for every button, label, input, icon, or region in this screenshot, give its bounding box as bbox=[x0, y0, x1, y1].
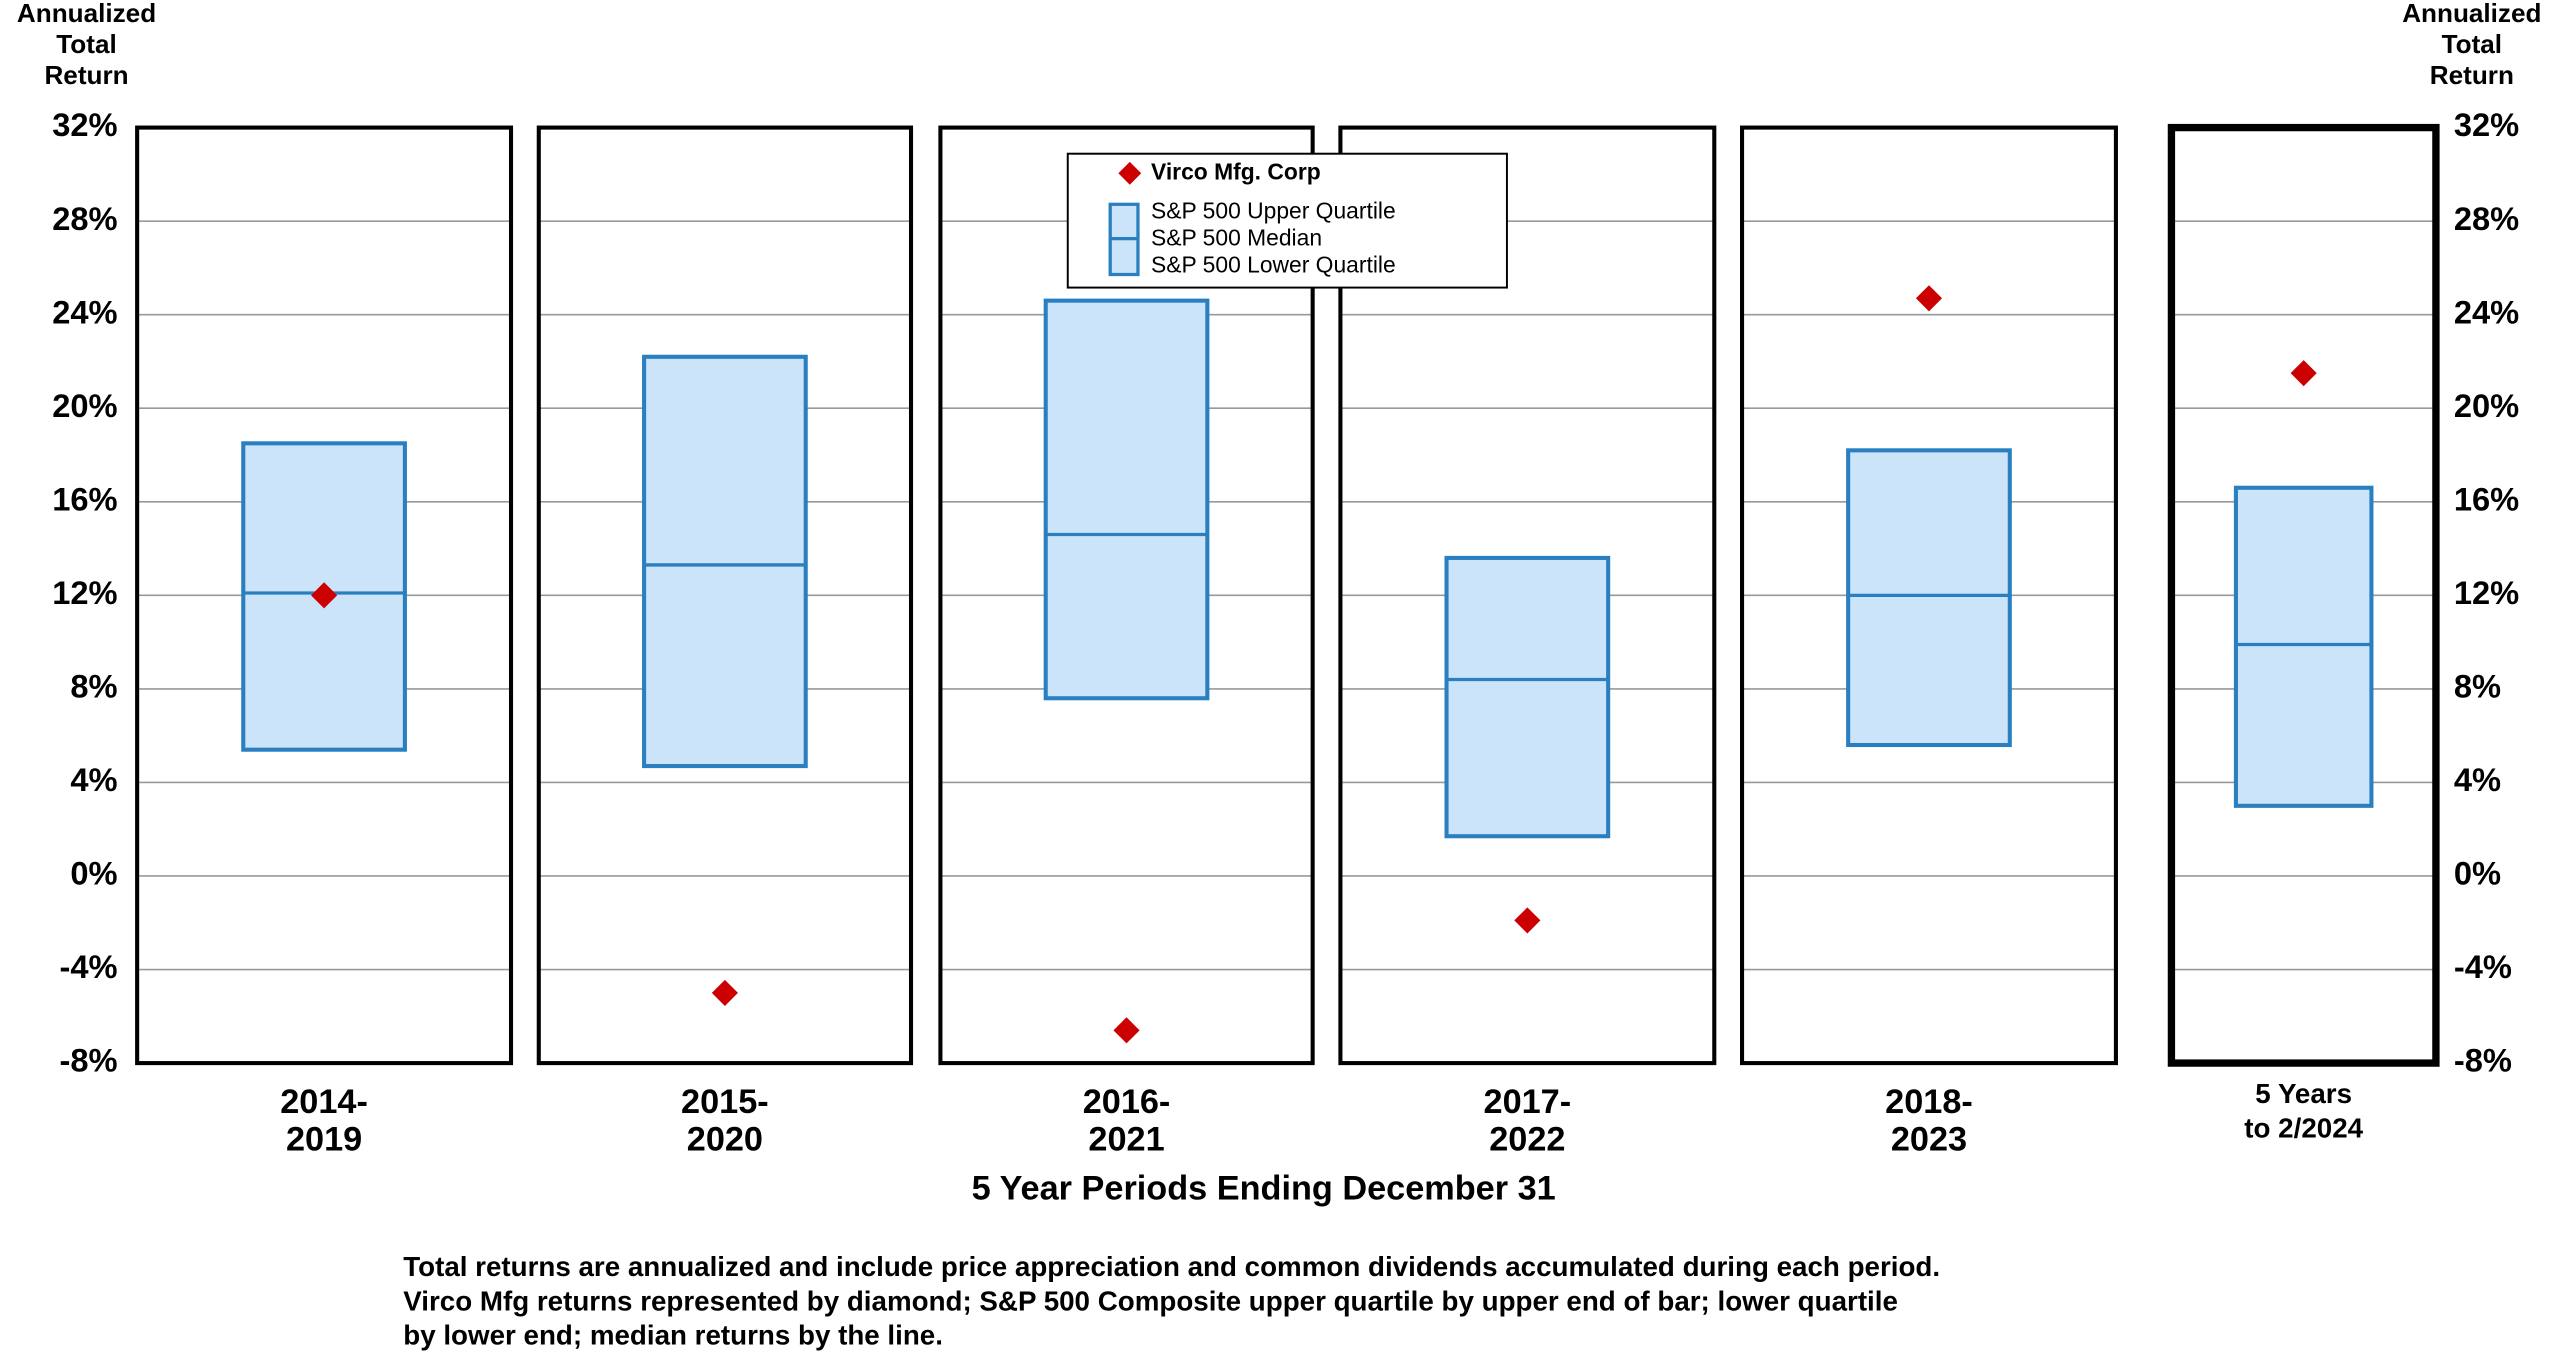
y2-tick-label: 8% bbox=[2454, 668, 2501, 705]
quartile-box bbox=[1444, 555, 1611, 839]
legend-label: S&P 500 Median bbox=[1151, 224, 1322, 250]
y2-axis-title: Total bbox=[2442, 29, 2502, 59]
diamond bbox=[1113, 1017, 1140, 1044]
x-tick-label: 2019 bbox=[286, 1121, 362, 1159]
y2-tick-label: 12% bbox=[2454, 574, 2519, 611]
diamond bbox=[1514, 907, 1541, 934]
quartile-box bbox=[642, 354, 808, 769]
x-tick-label: 2016- bbox=[1083, 1083, 1171, 1121]
diamond bbox=[711, 979, 738, 1006]
legend-label: S&P 500 Lower Quartile bbox=[1151, 251, 1396, 277]
legend-label: Virco Mfg. Corp bbox=[1151, 158, 1321, 184]
x-tick-label: 5 Years bbox=[2255, 1078, 2352, 1109]
x-tick-label: 2023 bbox=[1891, 1121, 1967, 1159]
panel-frame bbox=[536, 125, 914, 1066]
diamond bbox=[1915, 285, 1943, 312]
panel-frame bbox=[2167, 123, 2440, 1067]
legend-label: S&P 500 Upper Quartile bbox=[1151, 198, 1396, 224]
footnote: Virco Mfg returns represented by diamond… bbox=[403, 1285, 1898, 1316]
y2-axis-title: Return bbox=[2430, 60, 2514, 90]
y-axis-title: Annualized bbox=[17, 0, 156, 28]
y-tick-label: 20% bbox=[52, 387, 117, 424]
diamond bbox=[2290, 360, 2317, 387]
x-tick-label: 2021 bbox=[1088, 1121, 1164, 1159]
y-tick-label: 0% bbox=[70, 855, 117, 892]
y-tick-label: 16% bbox=[52, 480, 117, 517]
y-tick-label: 24% bbox=[52, 293, 117, 330]
y-tick-label: 28% bbox=[52, 200, 117, 237]
panel-frame bbox=[1740, 125, 2118, 1066]
x-tick-label: 2020 bbox=[687, 1121, 763, 1159]
legend-box bbox=[1066, 152, 1508, 289]
y2-tick-label: 24% bbox=[2454, 293, 2519, 330]
x-tick-label: 2018- bbox=[1885, 1083, 1973, 1121]
x-tick-label: to 2/2024 bbox=[2244, 1112, 2363, 1143]
y-tick-label: 32% bbox=[52, 106, 117, 143]
y2-tick-label: 28% bbox=[2454, 200, 2519, 237]
y2-tick-label: 4% bbox=[2454, 761, 2501, 798]
y-tick-label: 12% bbox=[52, 574, 117, 611]
y-axis-title: Return bbox=[44, 60, 128, 90]
footnote: Total returns are annualized and include… bbox=[403, 1251, 1940, 1282]
y2-tick-label: 20% bbox=[2454, 387, 2519, 424]
y2-axis-title: Annualized bbox=[2402, 0, 2541, 28]
y2-tick-label: -8% bbox=[2454, 1042, 2512, 1079]
footnote: by lower end; median returns by the line… bbox=[403, 1320, 943, 1351]
y2-tick-label: 16% bbox=[2454, 480, 2519, 517]
quartile-box bbox=[2233, 485, 2374, 808]
y2-tick-label: 0% bbox=[2454, 855, 2501, 892]
quartile-box bbox=[1043, 298, 1210, 701]
y2-tick-label: -4% bbox=[2454, 948, 2512, 985]
x-axis-title: 5 Year Periods Ending December 31 bbox=[972, 1170, 1556, 1208]
y-axis-title: Total bbox=[56, 29, 116, 59]
diamond bbox=[311, 582, 338, 609]
y2-tick-label: 32% bbox=[2454, 106, 2519, 143]
x-tick-label: 2017- bbox=[1484, 1083, 1572, 1121]
panel-frame bbox=[135, 125, 514, 1066]
y-tick-label: -8% bbox=[60, 1042, 118, 1079]
x-tick-label: 2022 bbox=[1489, 1121, 1565, 1159]
panel-frame bbox=[1338, 125, 1717, 1066]
y-tick-label: 4% bbox=[70, 761, 117, 798]
x-tick-label: 2015- bbox=[681, 1083, 769, 1121]
panel-frame bbox=[938, 125, 1315, 1066]
quartile-box bbox=[1846, 448, 2012, 748]
y-tick-label: -4% bbox=[60, 948, 118, 985]
y-tick-label: 8% bbox=[70, 668, 117, 705]
x-tick-label: 2014- bbox=[280, 1083, 368, 1121]
